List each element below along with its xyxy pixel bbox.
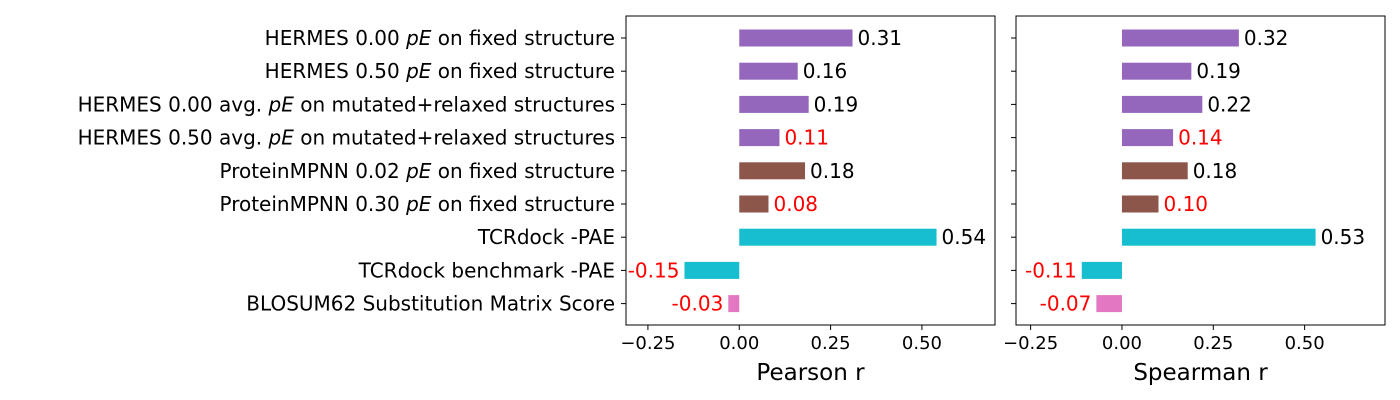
value-label: 0.18: [810, 159, 855, 183]
category-label-part: ProteinMPNN 0.30: [219, 192, 406, 216]
value-label: 0.08: [773, 192, 818, 216]
bar: [684, 261, 740, 279]
value-label: 0.19: [1196, 59, 1241, 83]
value-label: 0.16: [803, 59, 848, 83]
category-label-part: ProteinMPNN 0.02: [219, 159, 406, 183]
category-label: TCRdock -PAE: [477, 225, 615, 249]
bar: [1121, 195, 1159, 213]
bar: [739, 62, 798, 80]
x-tick-label: 0.50: [902, 333, 942, 354]
bar: [1121, 162, 1188, 180]
x-tick-label: 0.25: [1193, 333, 1233, 354]
bar: [728, 295, 740, 313]
category-label: ProteinMPNN 0.30 pE on fixed structure: [219, 192, 615, 216]
category-label-part: on mutated+relaxed structures: [294, 126, 615, 150]
bar: [1096, 295, 1122, 313]
category-label-part: on fixed structure: [431, 26, 615, 50]
value-label: 0.10: [1163, 192, 1208, 216]
category-label-part: pE: [405, 192, 432, 216]
bar: [1121, 95, 1203, 113]
value-label: 0.32: [1244, 26, 1289, 50]
category-label: HERMES 0.50 avg. pE on mutated+relaxed s…: [78, 126, 615, 150]
x-axis-title: Pearson r: [756, 360, 865, 386]
x-tick-label: 0.25: [811, 333, 851, 354]
x-tick-label: 0.00: [719, 333, 759, 354]
category-label-part: pE: [268, 126, 295, 150]
category-label-part: BLOSUM62 Substitution Matrix Score: [246, 292, 615, 316]
value-label: -0.03: [672, 292, 724, 316]
category-label: HERMES 0.00 avg. pE on mutated+relaxed s…: [78, 92, 615, 116]
bar: [739, 162, 806, 180]
value-label: 0.18: [1193, 159, 1238, 183]
value-label: -0.15: [628, 258, 680, 282]
x-tick-label: 0.50: [1285, 333, 1325, 354]
bar: [1121, 129, 1174, 147]
category-label-part: HERMES 0.00 avg.: [78, 92, 269, 116]
value-label: 0.22: [1207, 92, 1252, 116]
value-label: -0.11: [1025, 258, 1077, 282]
bar: [739, 29, 853, 47]
category-label-part: on fixed structure: [431, 59, 615, 83]
category-labels: HERMES 0.00 pE on fixed structureHERMES …: [78, 26, 615, 316]
category-label-part: pE: [405, 26, 432, 50]
category-label-part: HERMES 0.00: [265, 26, 406, 50]
category-label-part: on fixed structure: [431, 192, 615, 216]
bar: [1121, 29, 1239, 47]
value-label: 0.53: [1321, 225, 1366, 249]
category-label-part: pE: [268, 92, 295, 116]
value-label: 0.14: [1178, 126, 1223, 150]
category-label-part: on mutated+relaxed structures: [294, 92, 615, 116]
bar: [739, 195, 769, 213]
category-label: ProteinMPNN 0.02 pE on fixed structure: [219, 159, 615, 183]
category-label-part: HERMES 0.50 avg.: [78, 126, 269, 150]
category-label-part: TCRdock benchmark -PAE: [358, 258, 615, 282]
x-tick-label: 0.00: [1102, 333, 1142, 354]
x-tick-label: −0.25: [620, 333, 675, 354]
bar: [739, 95, 809, 113]
x-tick-label: −0.25: [1003, 333, 1058, 354]
category-label: HERMES 0.50 pE on fixed structure: [265, 59, 615, 83]
category-label-part: TCRdock -PAE: [477, 225, 615, 249]
value-label: 0.19: [814, 92, 859, 116]
pearson-panel: 0.31 0.16 0.19 0.11 0.18 0.08 0.54 -0.15 -0.03 −0…: [620, 15, 996, 386]
category-label: TCRdock benchmark -PAE: [358, 258, 615, 282]
spearman-panel: 0.320.19 0.22 0.14 0.18 0.10 0.53 -0.11 -0.07 −0…: [1003, 15, 1386, 386]
x-axis-title: Spearman r: [1133, 360, 1268, 386]
value-label: 0.31: [858, 26, 903, 50]
category-label-part: on fixed structure: [431, 159, 615, 183]
category-label-part: pE: [405, 159, 432, 183]
bar: [1081, 261, 1122, 279]
bar: [1121, 228, 1316, 246]
bar: [1121, 62, 1192, 80]
bar: [739, 129, 780, 147]
value-label: 0.11: [784, 126, 829, 150]
value-label: -0.07: [1040, 292, 1092, 316]
category-label: BLOSUM62 Substitution Matrix Score: [246, 292, 615, 316]
category-label-part: HERMES 0.50: [265, 59, 406, 83]
category-label-part: pE: [405, 59, 432, 83]
value-label: 0.54: [942, 225, 987, 249]
category-label: HERMES 0.00 pE on fixed structure: [265, 26, 615, 50]
bar: [739, 228, 937, 246]
